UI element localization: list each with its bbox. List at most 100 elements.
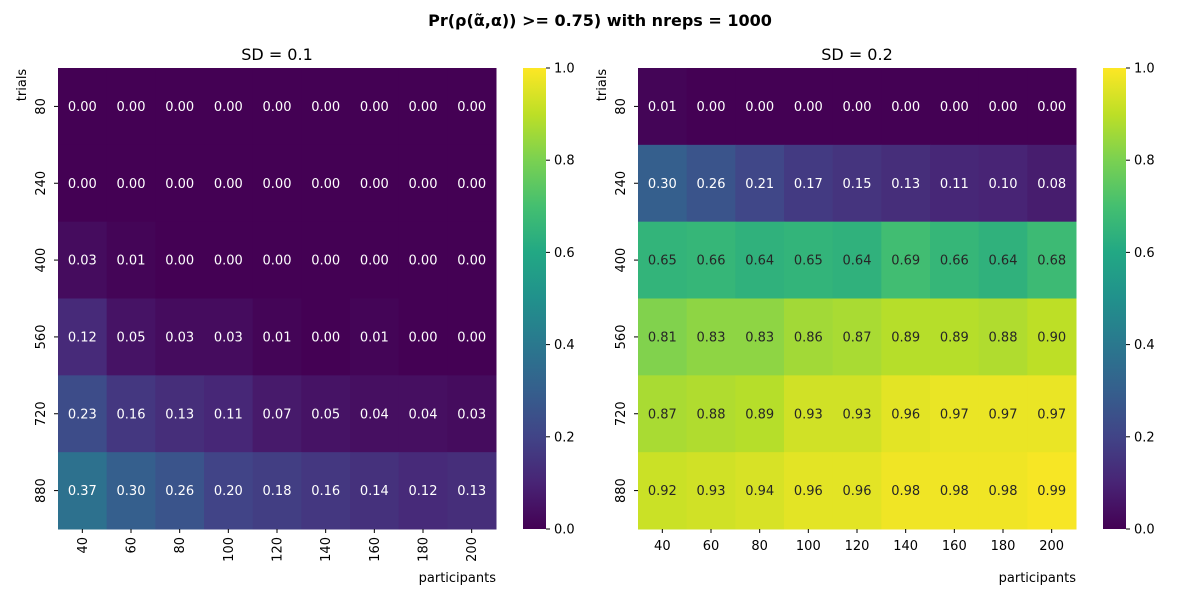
cell-value-label: 0.98 bbox=[989, 484, 1018, 499]
cell-value-label: 0.00 bbox=[165, 254, 194, 269]
heatmap-cell-r4-c2 bbox=[155, 375, 205, 453]
heatmap-cell-r1-c2 bbox=[735, 144, 785, 223]
figure-suptitle: Pr(ρ(α̃,α)) >= 0.75) with nreps = 1000 bbox=[428, 11, 772, 30]
heatmap-cell-r1-c5 bbox=[881, 144, 931, 223]
heatmap-cell-r3-c0 bbox=[638, 298, 688, 376]
cell-value-label: 0.86 bbox=[794, 330, 823, 345]
cell-value-label: 0.13 bbox=[457, 484, 486, 499]
cell-value-label: 0.00 bbox=[360, 100, 389, 115]
heatmap-cell-r1-c7 bbox=[978, 144, 1028, 223]
cell-value-label: 0.20 bbox=[214, 484, 243, 499]
heatmap-cell-r5-c7 bbox=[978, 452, 1028, 530]
heatmap-cell-r1-c0 bbox=[58, 144, 108, 223]
colorbar-tick-label: 0.0 bbox=[554, 523, 575, 538]
heatmap-cell-r2-c8 bbox=[1027, 221, 1077, 299]
heatmap-cell-r5-c8 bbox=[1027, 452, 1077, 530]
cell-value-label: 0.11 bbox=[940, 177, 969, 192]
cell-value-label: 0.03 bbox=[165, 330, 194, 345]
heatmap-cell-r4-c5 bbox=[301, 375, 351, 453]
cell-value-label: 0.01 bbox=[360, 330, 389, 345]
heatmap-cell-r3-c2 bbox=[155, 298, 205, 376]
heatmap-cell-r2-c6 bbox=[350, 221, 400, 299]
cell-value-label: 0.89 bbox=[891, 330, 920, 345]
x-tick-label: 160 bbox=[368, 537, 383, 562]
colorbar-tick-label: 0.0 bbox=[1134, 523, 1155, 538]
heatmap-cell-r0-c1 bbox=[686, 68, 736, 146]
heatmap-cell-r3-c1 bbox=[106, 298, 156, 376]
cell-value-label: 0.98 bbox=[891, 484, 920, 499]
cell-value-label: 0.00 bbox=[214, 254, 243, 269]
cell-value-label: 0.00 bbox=[409, 330, 438, 345]
heatmap-cell-r3-c3 bbox=[204, 298, 254, 376]
heatmap-cell-r5-c7 bbox=[398, 452, 448, 530]
cell-value-label: 0.21 bbox=[745, 177, 774, 192]
heatmap-cell-r4-c3 bbox=[204, 375, 254, 453]
cell-value-label: 0.00 bbox=[311, 330, 340, 345]
cell-value-label: 0.00 bbox=[891, 100, 920, 115]
cell-value-label: 0.03 bbox=[457, 407, 486, 422]
heatmap-cell-r2-c0 bbox=[638, 221, 688, 299]
cell-value-label: 0.04 bbox=[409, 407, 438, 422]
cell-value-label: 0.87 bbox=[648, 407, 677, 422]
heatmap-cell-r2-c2 bbox=[735, 221, 785, 299]
heatmap-cell-r1-c3 bbox=[784, 144, 834, 223]
cell-value-label: 0.81 bbox=[648, 330, 677, 345]
cell-value-label: 0.26 bbox=[697, 177, 726, 192]
cell-value-label: 0.15 bbox=[843, 177, 872, 192]
heatmap-cell-r0-c6 bbox=[350, 68, 400, 146]
heatmap-cell-r5-c5 bbox=[881, 452, 931, 530]
heatmap-cell-r5-c4 bbox=[252, 452, 302, 530]
cell-value-label: 0.00 bbox=[360, 254, 389, 269]
cell-value-label: 0.00 bbox=[165, 177, 194, 192]
colorbar-tick-label: 0.2 bbox=[1134, 430, 1155, 445]
heatmap-cell-r3-c5 bbox=[301, 298, 351, 376]
cell-value-label: 0.13 bbox=[165, 407, 194, 422]
cell-value-label: 0.23 bbox=[68, 407, 97, 422]
heatmap-cell-r4-c8 bbox=[447, 375, 497, 453]
y-tick-label: 880 bbox=[614, 478, 629, 503]
cell-value-label: 0.83 bbox=[697, 330, 726, 345]
cell-value-label: 0.05 bbox=[311, 407, 340, 422]
cell-value-label: 0.65 bbox=[794, 254, 823, 269]
y-axis-label: trials bbox=[15, 69, 30, 102]
cell-value-label: 0.93 bbox=[794, 407, 823, 422]
cell-value-label: 0.68 bbox=[1037, 254, 1066, 269]
heatmap-cell-r5-c6 bbox=[350, 452, 400, 530]
heatmap-cell-r1-c5 bbox=[301, 144, 351, 223]
heatmap-cell-r3-c5 bbox=[881, 298, 931, 376]
heatmap-cell-r3-c3 bbox=[784, 298, 834, 376]
cell-value-label: 0.30 bbox=[117, 484, 146, 499]
cell-value-label: 0.03 bbox=[214, 330, 243, 345]
x-tick-label: 120 bbox=[845, 539, 870, 554]
heatmap-cell-r1-c3 bbox=[204, 144, 254, 223]
y-tick-label: 80 bbox=[34, 98, 49, 115]
heatmap-cell-r3-c4 bbox=[252, 298, 302, 376]
heatmap-cell-r2-c4 bbox=[252, 221, 302, 299]
cell-value-label: 0.30 bbox=[648, 177, 677, 192]
cell-value-label: 0.93 bbox=[697, 484, 726, 499]
cell-value-label: 0.00 bbox=[214, 100, 243, 115]
y-tick-label: 720 bbox=[34, 401, 49, 426]
x-tick-label: 120 bbox=[271, 537, 286, 562]
heatmap-cell-r5-c0 bbox=[638, 452, 688, 530]
colorbar-tick-label: 0.4 bbox=[554, 338, 575, 353]
cell-value-label: 0.66 bbox=[940, 254, 969, 269]
cell-value-label: 0.16 bbox=[311, 484, 340, 499]
heatmap-cell-r3-c0 bbox=[58, 298, 108, 376]
heatmap-cell-r0-c3 bbox=[784, 68, 834, 146]
y-tick-label: 880 bbox=[34, 478, 49, 503]
heatmap-cell-r0-c3 bbox=[204, 68, 254, 146]
cell-value-label: 0.00 bbox=[117, 100, 146, 115]
heatmap-cell-r2-c1 bbox=[686, 221, 736, 299]
cell-value-label: 0.90 bbox=[1037, 330, 1066, 345]
cell-value-label: 0.01 bbox=[117, 254, 146, 269]
y-tick-label: 400 bbox=[614, 248, 629, 273]
heatmap-cell-r2-c5 bbox=[881, 221, 931, 299]
cell-value-label: 0.94 bbox=[745, 484, 774, 499]
heatmap-cell-r2-c6 bbox=[930, 221, 980, 299]
heatmap-cell-r4-c5 bbox=[881, 375, 931, 453]
cell-value-label: 0.00 bbox=[843, 100, 872, 115]
cell-value-label: 0.00 bbox=[360, 177, 389, 192]
heatmap-cell-r0-c6 bbox=[930, 68, 980, 146]
